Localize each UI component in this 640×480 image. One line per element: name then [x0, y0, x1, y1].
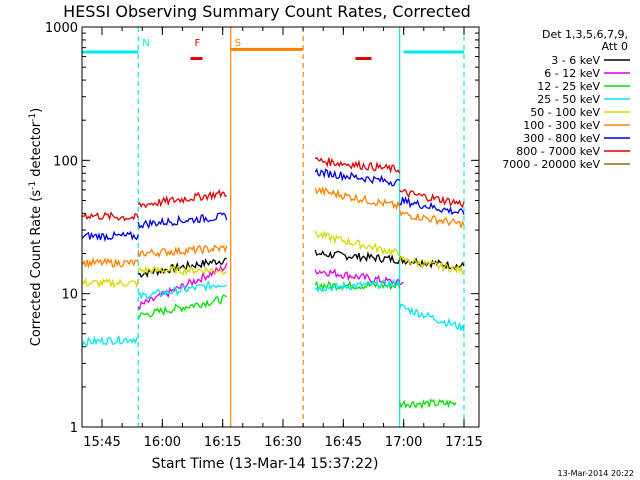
series-3 — [82, 278, 465, 348]
series-line — [137, 188, 227, 209]
y-axis-label: Corrected Count Rate (s-1 detector-1) — [28, 108, 44, 346]
legend-label: 3 - 6 keV — [551, 54, 600, 67]
x-axis-label: Start Time (13-Mar-14 15:37:22) — [152, 456, 379, 472]
series-line — [137, 244, 228, 258]
plot-frame — [81, 26, 480, 428]
legend-label: 6 - 12 keV — [544, 67, 600, 80]
series-line — [314, 268, 401, 288]
y-axis: 1 10 100 1000 — [45, 21, 479, 436]
series-line — [82, 277, 139, 289]
series-line — [314, 229, 401, 258]
series-line — [314, 249, 401, 265]
series-line — [399, 196, 465, 216]
y-tick-label: 1 — [70, 421, 78, 436]
series-7 — [82, 156, 465, 222]
series-line — [82, 256, 139, 270]
series-line — [314, 185, 401, 211]
x-tick-label: 17:00 — [385, 435, 422, 450]
series-line — [137, 294, 227, 320]
legend-label: 12 - 25 keV — [537, 80, 600, 93]
series-6 — [82, 167, 465, 243]
x-tick-label: 16:15 — [204, 435, 241, 450]
series-line — [137, 265, 227, 277]
chart-title: HESSI Observing Summary Count Rates, Cor… — [63, 2, 471, 21]
legend-label: 50 - 100 keV — [530, 106, 600, 119]
series-line — [82, 230, 139, 243]
series-line — [82, 335, 139, 348]
series-line — [314, 278, 401, 293]
series-line — [314, 156, 401, 174]
y-tick-label: 1000 — [45, 21, 78, 36]
legend-label: 300 - 800 keV — [523, 132, 600, 145]
x-tick-label: 17:15 — [445, 435, 482, 450]
series-line — [398, 398, 457, 410]
footer-timestamp: 13-Mar-2014 20:22 — [558, 469, 635, 478]
series-5 — [82, 185, 465, 270]
series-line — [314, 167, 400, 187]
legend-header: Att 0 — [602, 40, 628, 53]
x-tick-label: 16:45 — [325, 435, 362, 450]
legend-label: 800 - 7000 keV — [516, 145, 600, 158]
series-line — [137, 212, 228, 230]
series-line — [82, 210, 139, 222]
series-line — [399, 189, 465, 208]
legend-label: 7000 - 20000 keV — [502, 158, 600, 171]
series-line — [398, 255, 465, 275]
series-line — [137, 280, 228, 301]
marker-label: N — [142, 38, 149, 49]
series-line — [137, 263, 228, 311]
x-tick-label: 16:30 — [264, 435, 301, 450]
series-1 — [137, 263, 404, 311]
legend-label: 25 - 50 keV — [537, 93, 600, 106]
series-line — [398, 303, 465, 332]
series-line — [398, 209, 465, 229]
x-tick-label: 16:00 — [144, 435, 181, 450]
marker-label: F — [194, 38, 200, 49]
x-tick-label: 15:45 — [83, 435, 120, 450]
series-line — [399, 281, 404, 286]
x-axis: 15:45 16:00 16:15 16:30 16:45 17:00 17:15 — [83, 27, 483, 450]
y-tick-label: 10 — [61, 288, 78, 303]
series-4 — [82, 229, 465, 289]
legend-header: Det 1,3,5,6,7,9, — [542, 28, 628, 41]
legend-label: 100 - 300 keV — [523, 119, 600, 132]
series-line — [137, 257, 227, 279]
marker-label: S — [235, 38, 241, 49]
series-2 — [137, 279, 457, 410]
y-tick-label: 100 — [53, 154, 78, 169]
